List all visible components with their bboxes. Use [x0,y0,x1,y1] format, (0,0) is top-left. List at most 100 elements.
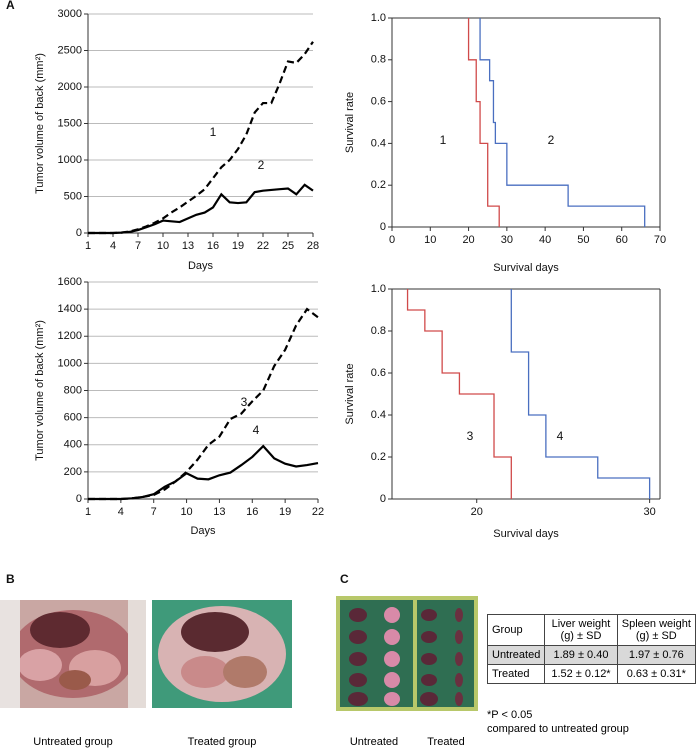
x-tick-label: 20 [471,506,483,518]
x-axis-label: Survival days [493,262,559,274]
y-tick-label: 600 [64,412,82,424]
caption: Untreated group [33,736,113,748]
panel-label: C [340,572,349,586]
y-tick-label: 0.2 [371,179,386,191]
y-tick-label: 1400 [58,303,82,315]
x-tick-label: 0 [389,234,395,246]
footnote: compared to untreated group [487,723,629,735]
x-tick-label: 30 [644,506,656,518]
y-tick-label: 0.8 [371,54,386,66]
series-line [88,183,314,235]
y-tick-label: 0.4 [371,409,386,421]
y-tick-label: 1200 [58,330,82,342]
y-tick-label: 1000 [58,357,82,369]
y-tick-label: 0 [76,227,82,239]
x-tick-label: 22 [257,240,269,252]
x-tick-label: 40 [539,234,551,246]
table-cell: 1.97 ± 0.76 [616,645,697,665]
y-axis-label: Survival rate [344,363,356,424]
y-tick-label: 1600 [58,276,82,288]
x-tick-label: 13 [213,506,225,518]
x-axis-label: Days [190,525,216,537]
caption: Untreated [349,736,399,748]
x-tick-label: 13 [182,240,194,252]
series-label: 1 [440,133,447,147]
x-tick-label: 7 [151,506,157,518]
photo-untreated [0,600,146,708]
x-tick-label: 19 [279,506,291,518]
y-tick-label: 0.6 [371,367,386,379]
y-tick-label: 1500 [58,117,82,129]
y-axis-label: Tumor volume of back (mm²) [34,320,46,461]
table-header: Spleen weight (g) ± SD [616,614,697,646]
y-tick-label: 1000 [58,154,82,166]
y-tick-label: 800 [64,384,82,396]
survival-curve [510,289,651,499]
x-tick-label: 16 [207,240,219,252]
y-tick-label: 0 [380,221,386,233]
x-tick-label: 10 [157,240,169,252]
y-tick-label: 1.0 [371,12,386,24]
series-line [88,307,319,501]
series-label: 3 [467,429,474,443]
table-header: Liver weight (g) ± SD [544,614,618,646]
x-tick-label: 25 [282,240,294,252]
x-tick-label: 22 [312,506,324,518]
caption: Treated [427,736,465,748]
x-tick-label: 60 [616,234,628,246]
panel-label: A [6,0,15,12]
x-tick-label: 10 [424,234,436,246]
photo-treated [152,600,292,708]
x-tick-label: 4 [110,240,116,252]
photos: B C [0,572,478,711]
panel-label: B [6,572,15,586]
y-tick-label: 200 [64,466,82,478]
y-tick-label: 400 [64,439,82,451]
x-tick-label: 19 [232,240,244,252]
x-tick-label: 70 [654,234,666,246]
footnote: *P < 0.05 [487,709,533,721]
x-tick-label: 20 [462,234,474,246]
table-cell: 1.52 ± 0.12* [544,664,618,684]
y-tick-label: 500 [64,190,82,202]
x-axis-label: Days [188,260,214,272]
series-line [88,41,314,235]
table-cell: 1.89 ± 0.40 [544,645,618,665]
survival-curve [479,18,646,227]
table-cell: 0.63 ± 0.31* [616,664,697,684]
caption: Treated group [187,736,257,748]
y-tick-label: 0.6 [371,96,386,108]
y-tick-label: 2500 [58,44,82,56]
y-tick-label: 1.0 [371,283,386,295]
y-tick-label: 0.4 [371,137,386,149]
y-axis-label: Tumor volume of back (mm²) [34,53,46,194]
x-tick-label: 1 [85,240,91,252]
x-tick-label: 28 [307,240,319,252]
y-tick-label: 0 [380,493,386,505]
x-tick-label: 30 [501,234,513,246]
x-tick-label: 1 [85,506,91,518]
x-axis-label: Survival days [493,528,559,540]
y-tick-label: 0.8 [371,325,386,337]
table-cell: Untreated [486,645,546,665]
series-label: 2 [258,158,265,172]
series-label: 2 [548,133,555,147]
survival-curve [406,289,512,499]
x-tick-label: 4 [118,506,124,518]
y-tick-label: 3000 [58,8,82,20]
weight-table: Group Liver weight (g) ± SD Spleen weigh… [486,614,697,684]
table-header: Group [486,614,546,646]
x-tick-label: 7 [135,240,141,252]
y-axis-label: Survival rate [344,92,356,153]
x-tick-label: 50 [577,234,589,246]
x-tick-label: 10 [180,506,192,518]
series-label: 4 [557,429,564,443]
y-tick-label: 0 [76,493,82,505]
series-label: 1 [210,125,217,139]
table-cell: Treated [486,664,546,684]
x-tick-label: 16 [246,506,258,518]
series-label: 4 [253,423,260,437]
survival-curve [467,18,500,227]
